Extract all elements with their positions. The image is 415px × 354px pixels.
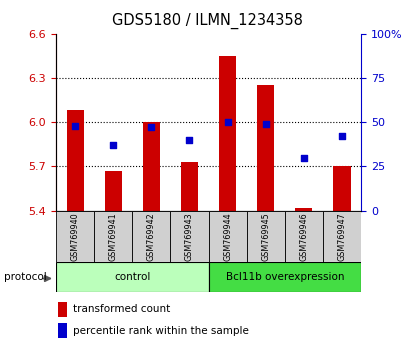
Bar — [105, 171, 122, 211]
Text: GSM769941: GSM769941 — [109, 212, 118, 261]
Point — [262, 121, 269, 127]
Bar — [143, 122, 160, 211]
Bar — [323, 211, 361, 262]
Bar — [181, 162, 198, 211]
Text: protocol: protocol — [4, 272, 47, 282]
Point — [148, 125, 155, 130]
Point — [300, 155, 307, 160]
Text: GSM769942: GSM769942 — [147, 212, 156, 261]
Point — [186, 137, 193, 143]
Bar — [56, 262, 209, 292]
Point — [110, 142, 117, 148]
Bar — [295, 208, 312, 211]
Text: Bcl11b overexpression: Bcl11b overexpression — [225, 272, 344, 282]
Text: control: control — [114, 272, 151, 282]
Bar — [209, 211, 247, 262]
Text: GSM769943: GSM769943 — [185, 212, 194, 261]
Bar — [94, 211, 132, 262]
Bar — [209, 262, 361, 292]
Text: percentile rank within the sample: percentile rank within the sample — [73, 326, 249, 336]
Text: GDS5180 / ILMN_1234358: GDS5180 / ILMN_1234358 — [112, 12, 303, 29]
Point — [72, 123, 78, 129]
Bar — [247, 211, 285, 262]
Text: transformed count: transformed count — [73, 304, 171, 314]
Bar — [285, 211, 323, 262]
Bar — [171, 211, 209, 262]
Bar — [66, 110, 84, 211]
Text: GSM769945: GSM769945 — [261, 212, 270, 261]
Bar — [257, 85, 274, 211]
Text: GSM769947: GSM769947 — [337, 212, 347, 261]
Bar — [132, 211, 171, 262]
Point — [339, 133, 345, 139]
Text: GSM769944: GSM769944 — [223, 212, 232, 261]
Bar — [56, 211, 94, 262]
Point — [224, 119, 231, 125]
Bar — [333, 166, 351, 211]
Text: GSM769946: GSM769946 — [299, 212, 308, 261]
Bar — [219, 56, 236, 211]
Text: GSM769940: GSM769940 — [71, 212, 80, 261]
